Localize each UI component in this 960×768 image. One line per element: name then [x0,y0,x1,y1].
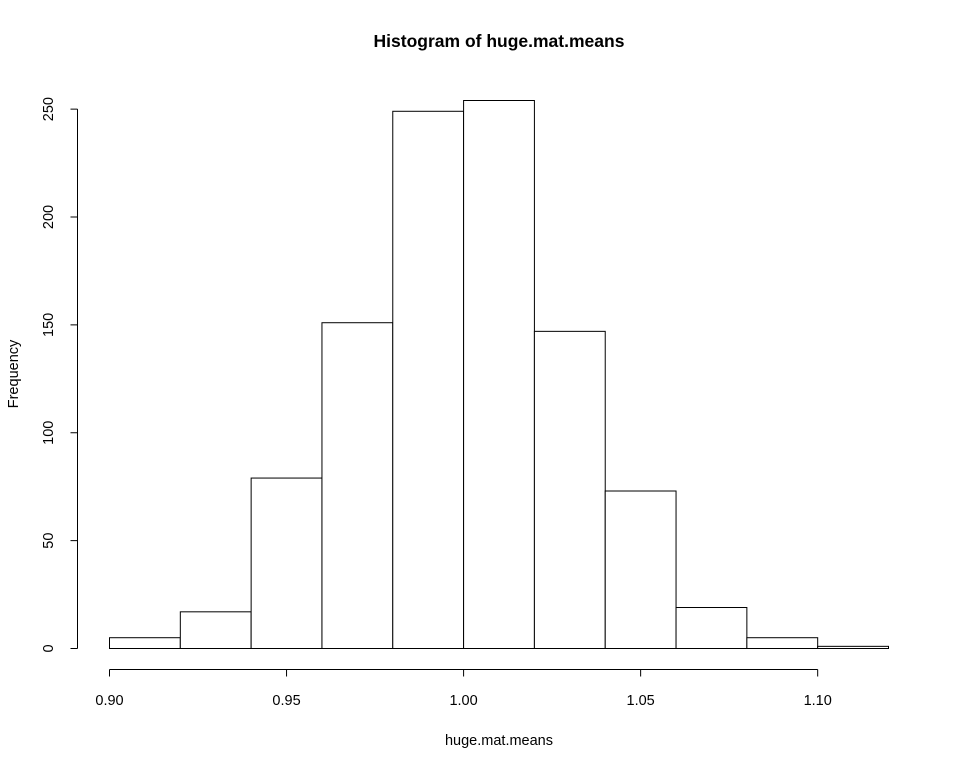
x-tick-label: 1.05 [627,693,655,709]
y-tick-label: 250 [41,97,57,121]
x-tick-label: 1.10 [804,693,832,709]
x-axis: 0.90 0.95 1.00 1.05 1.10 [95,669,832,709]
x-tick-label: 0.90 [95,693,123,709]
bars-group [109,100,890,650]
y-tick-label: 100 [41,421,57,445]
histogram-bar [392,110,465,649]
y-axis: 0 50 100 150 200 250 [41,97,78,653]
histogram-bar [250,477,323,649]
histogram-bar [746,637,819,649]
histogram-bar [179,611,252,649]
chart-title: Histogram of huge.mat.means [374,31,625,51]
histogram-bar [817,645,890,650]
x-axis-label: huge.mat.means [445,733,553,749]
x-tick-label: 0.95 [272,693,300,709]
histogram-bar [321,322,394,649]
histogram-bar [109,637,181,649]
x-tick-label: 1.00 [449,693,477,709]
y-axis-label: Frequency [6,339,22,408]
y-tick-label: 200 [41,205,57,229]
histogram-bar [533,330,606,649]
y-tick-label: 150 [41,313,57,337]
histogram-bar [463,100,535,649]
y-tick-label: 50 [41,533,57,549]
histogram-bar [604,490,677,649]
y-tick-label: 0 [41,644,57,652]
histogram-bar [675,607,748,649]
